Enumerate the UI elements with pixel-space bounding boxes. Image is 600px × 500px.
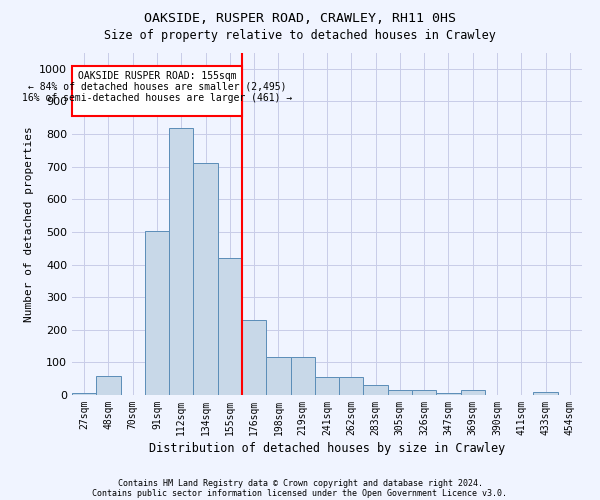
Bar	[388, 390, 412, 395]
Bar	[145, 232, 169, 395]
Text: OAKSIDE RUSPER ROAD: 155sqm: OAKSIDE RUSPER ROAD: 155sqm	[77, 71, 236, 81]
Bar	[72, 392, 96, 395]
Bar	[169, 128, 193, 395]
Bar	[290, 358, 315, 395]
Text: ← 84% of detached houses are smaller (2,495): ← 84% of detached houses are smaller (2,…	[28, 82, 286, 92]
X-axis label: Distribution of detached houses by size in Crawley: Distribution of detached houses by size …	[149, 442, 505, 455]
Y-axis label: Number of detached properties: Number of detached properties	[23, 126, 34, 322]
Bar	[72, 66, 242, 116]
Bar	[218, 258, 242, 395]
Bar	[96, 376, 121, 395]
Text: 16% of semi-detached houses are larger (461) →: 16% of semi-detached houses are larger (…	[22, 92, 292, 102]
Bar	[339, 377, 364, 395]
Text: Size of property relative to detached houses in Crawley: Size of property relative to detached ho…	[104, 29, 496, 42]
Bar	[461, 390, 485, 395]
Bar	[266, 358, 290, 395]
Bar	[364, 384, 388, 395]
Text: Contains public sector information licensed under the Open Government Licence v3: Contains public sector information licen…	[92, 488, 508, 498]
Text: Contains HM Land Registry data © Crown copyright and database right 2024.: Contains HM Land Registry data © Crown c…	[118, 478, 482, 488]
Bar	[533, 392, 558, 395]
Bar	[436, 394, 461, 395]
Bar	[315, 377, 339, 395]
Bar	[412, 390, 436, 395]
Bar	[242, 320, 266, 395]
Bar	[193, 164, 218, 395]
Text: OAKSIDE, RUSPER ROAD, CRAWLEY, RH11 0HS: OAKSIDE, RUSPER ROAD, CRAWLEY, RH11 0HS	[144, 12, 456, 26]
